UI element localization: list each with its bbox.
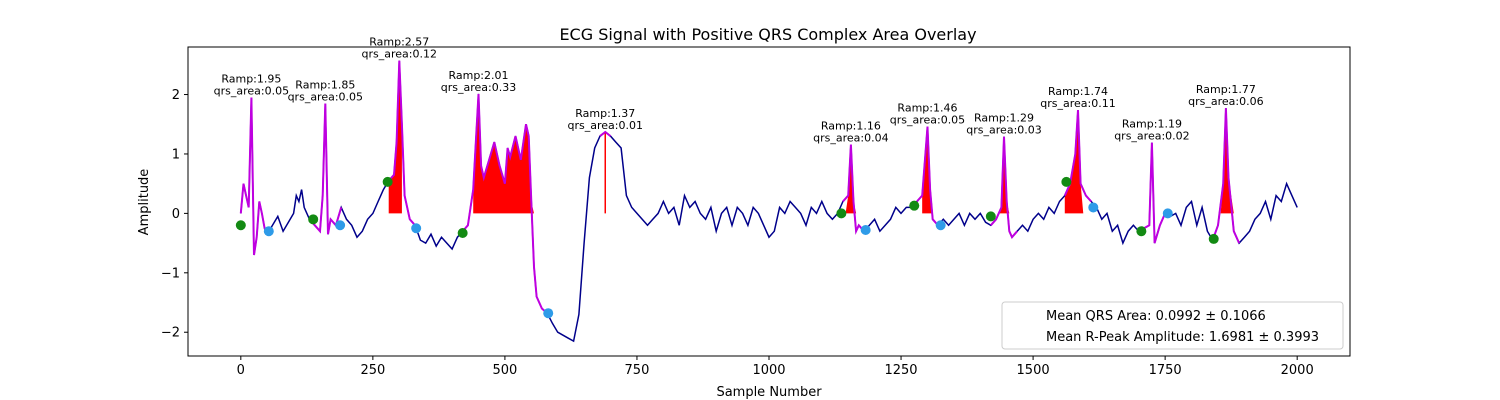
- qrs-onset-point-4: [457, 227, 468, 238]
- annotation-qrs-area-11: qrs_area:0.06: [1188, 95, 1263, 108]
- qrs-onset-point-9: [1136, 226, 1147, 237]
- annotation-ramp-7: Ramp:1.46: [897, 102, 957, 115]
- annotation-ramp-6: Ramp:1.16: [821, 119, 881, 132]
- qrs-segment-4: [461, 93, 548, 314]
- annotation-qrs-area-4: qrs_area:0.33: [441, 81, 516, 94]
- qrs-onset-point-5: [836, 208, 847, 219]
- x-axis-label: Sample Number: [716, 385, 822, 400]
- qrs-onset-point-6: [909, 200, 920, 211]
- annotation-qrs-area-2: qrs_area:0.05: [288, 90, 363, 103]
- legend-entry-mean-qrs-area: Mean QRS Area: 0.0992 ± 0.1066: [1046, 309, 1266, 324]
- annotation-qrs-area-7: qrs_area:0.05: [890, 114, 965, 127]
- annotation-qrs-area-5: qrs_area:0.01: [568, 119, 643, 132]
- legend: Mean QRS Area: 0.0992 ± 0.1066 Mean R-Pe…: [1001, 301, 1344, 350]
- qrs-segment-5: [599, 130, 612, 137]
- qrs-segment-2: [308, 103, 343, 235]
- legend-box: [1001, 301, 1344, 350]
- qrs-onset-point-7: [985, 211, 996, 222]
- annotation-ramp-5: Ramp:1.37: [575, 107, 635, 120]
- qrs-segment-1: [239, 97, 269, 256]
- x-tick-label-1750: 1750: [1149, 363, 1182, 378]
- annotation-ramp-4: Ramp:2.01: [448, 69, 508, 82]
- x-tick-label-2000: 2000: [1281, 363, 1314, 378]
- axes: 0 250 500 750 1000 1250 1500 1750 2000 −2 −1 0 1 2: [161, 88, 1314, 378]
- annotation-qrs-area-3: qrs_area:0.12: [362, 48, 437, 61]
- annotation-qrs-area-1: qrs_area:0.05: [214, 85, 289, 98]
- qrs-offset-point-7: [1088, 202, 1099, 213]
- x-tick-label-1250: 1250: [884, 363, 917, 378]
- qrs-segment-10: [1143, 142, 1167, 244]
- y-tick-label-1: 1: [172, 147, 180, 162]
- x-tick-label-750: 750: [625, 363, 650, 378]
- x-tick-label-0: 0: [237, 363, 245, 378]
- x-tick-label-1500: 1500: [1017, 363, 1050, 378]
- qrs-offset-point-3: [411, 223, 422, 234]
- y-tick-label-0: 0: [172, 207, 180, 222]
- x-tick-label-250: 250: [360, 363, 385, 378]
- qrs-onset-point-2: [308, 214, 319, 225]
- qrs-segment-7: [916, 126, 939, 226]
- qrs-segment-3: [387, 60, 416, 226]
- y-tick-label--1: −1: [161, 266, 180, 281]
- qrs-offset-point-5: [860, 225, 871, 236]
- annotation-qrs-area-6: qrs_area:0.04: [813, 131, 888, 144]
- qrs-offset-point-6: [935, 220, 946, 231]
- qrs-offset-point-4: [543, 308, 554, 319]
- qrs-area-fill-2: [473, 93, 534, 214]
- qrs-segment-8: [990, 136, 1018, 240]
- annotation-qrs-area-8: qrs_area:0.03: [966, 124, 1041, 137]
- annotation-ramp-11: Ramp:1.77: [1196, 83, 1256, 96]
- qrs-onset-point-3: [382, 176, 393, 187]
- qrs-offset-point-8: [1162, 208, 1173, 219]
- y-tick-label-2: 2: [172, 88, 180, 103]
- qrs-offset-point-1: [263, 226, 274, 237]
- x-tick-label-1000: 1000: [752, 363, 785, 378]
- annotation-ramp-3: Ramp:2.57: [369, 36, 429, 49]
- annotation-qrs-area-9: qrs_area:0.11: [1040, 97, 1115, 110]
- annotation-ramp-10: Ramp:1.19: [1122, 118, 1182, 131]
- qrs-onset-point-1: [235, 220, 246, 231]
- qrs-area-fill-5: [998, 136, 1010, 214]
- y-axis-label: Amplitude: [137, 169, 152, 236]
- qrs-onset-point-8: [1061, 176, 1072, 187]
- y-tick-label--2: −2: [161, 326, 180, 341]
- chart-title: ECG Signal with Positive QRS Complex Are…: [559, 25, 976, 44]
- annotation-qrs-area-10: qrs_area:0.02: [1114, 130, 1189, 143]
- annotation-ramp-1: Ramp:1.95: [221, 73, 281, 86]
- annotation-ramp-2: Ramp:1.85: [295, 78, 355, 91]
- qrs-segment-11: [1211, 108, 1241, 244]
- qrs-segment-6: [842, 144, 865, 236]
- qrs-offset-point-2: [335, 220, 346, 231]
- x-tick-label-500: 500: [492, 363, 517, 378]
- legend-entry-mean-r-peak-amplitude: Mean R-Peak Amplitude: 1.6981 ± 0.3993: [1046, 330, 1319, 345]
- annotation-ramp-8: Ramp:1.29: [974, 112, 1034, 125]
- annotation-ramp-9: Ramp:1.74: [1048, 85, 1108, 98]
- qrs-onset-point-10: [1208, 233, 1219, 244]
